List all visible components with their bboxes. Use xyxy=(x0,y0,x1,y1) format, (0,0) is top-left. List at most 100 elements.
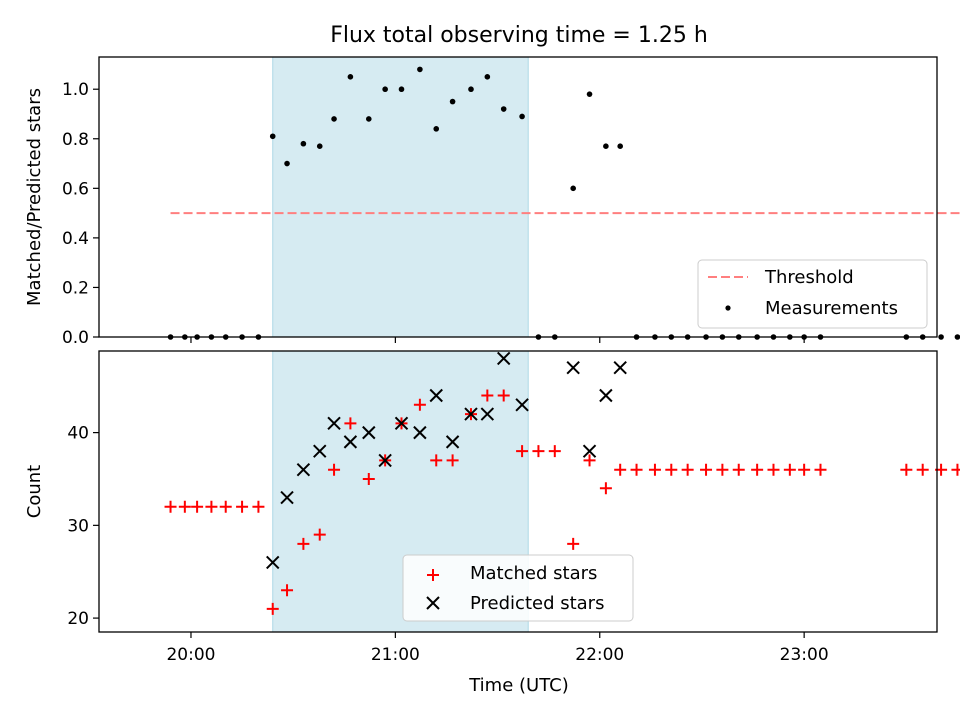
measurement-point xyxy=(269,133,276,140)
y-tick-label: 40 xyxy=(67,424,89,444)
ratio-y-label: Matched/Predicted stars xyxy=(24,88,45,306)
matched-star-point xyxy=(178,500,191,513)
measurement-point xyxy=(347,74,354,80)
matched-star-point xyxy=(297,537,310,550)
predicted-star-point xyxy=(296,462,311,477)
x-axis-label: Time (UTC) xyxy=(468,675,569,696)
predicted-star-point xyxy=(343,435,358,449)
measurement-point xyxy=(449,98,456,105)
matched-star-point xyxy=(751,463,764,476)
legend-matched-swatch xyxy=(427,569,439,581)
matched-star-point xyxy=(516,445,529,458)
predicted-star-point xyxy=(413,425,427,440)
predicted-star-point xyxy=(566,360,580,375)
legend-measurements-swatch xyxy=(725,305,731,311)
x-tick-label: 20:00 xyxy=(166,645,215,665)
matched-star-point xyxy=(481,389,494,402)
matched-star-point xyxy=(266,602,279,615)
predicted-star-point xyxy=(266,555,280,570)
ratio-legend-box xyxy=(697,259,928,329)
measurement-point xyxy=(603,143,609,150)
measurement-point xyxy=(484,74,491,80)
legend-predicted-swatch xyxy=(426,596,440,610)
measurement-point xyxy=(284,160,290,167)
measurement-point xyxy=(954,334,960,340)
matched-star-point xyxy=(362,472,375,485)
matched-star-point xyxy=(567,537,580,550)
matched-star-point xyxy=(252,500,265,513)
matched-star-point xyxy=(430,454,443,467)
predicted-star-point xyxy=(582,444,597,458)
counts-legend-box xyxy=(402,554,634,622)
predicted-star-point xyxy=(378,453,392,468)
predicted-star-point xyxy=(327,416,341,431)
y-tick-label: 0.2 xyxy=(62,278,89,298)
predicted-star-point xyxy=(394,416,409,431)
matched-star-point xyxy=(281,584,294,597)
matched-star-point xyxy=(219,500,232,513)
counts-axes-frame xyxy=(98,350,938,633)
matched-star-point xyxy=(236,500,249,513)
predicted-star-point xyxy=(445,435,460,449)
matched-star-point xyxy=(413,398,426,411)
predicted-star-point xyxy=(313,444,327,458)
matched-star-point xyxy=(532,445,545,458)
matched-star-point xyxy=(205,500,218,513)
ratio-panel: 0.0 0.2 0.4 0.6 0.8 1.0 Matched/Predicted sta… xyxy=(24,56,960,348)
predicted-star-point xyxy=(613,360,627,375)
y-tick-label: 20 xyxy=(67,609,89,629)
ratio-y-ticks: 0.0 0.2 0.4 0.6 0.8 1.0 xyxy=(62,80,99,348)
matched-star-point xyxy=(716,463,729,476)
matched-star-point xyxy=(446,454,459,467)
matched-star-point xyxy=(916,463,929,476)
legend-threshold-label: Threshold xyxy=(764,267,854,288)
matched-star-point xyxy=(583,454,596,467)
ratio-x-ticks xyxy=(190,337,805,343)
count-points xyxy=(164,351,960,615)
ratio-legend: Threshold Measurements xyxy=(697,259,928,329)
matched-star-point xyxy=(783,463,796,476)
matched-star-point xyxy=(497,389,510,402)
matched-star-point xyxy=(191,500,204,513)
matched-star-point xyxy=(732,463,745,476)
legend-measurements-label: Measurements xyxy=(765,298,898,319)
matched-star-point xyxy=(344,417,357,430)
legend-matched-label: Matched stars xyxy=(470,563,597,584)
measurement-point xyxy=(331,116,337,122)
chart-title: Flux total observing time = 1.25 h xyxy=(330,23,708,48)
ratio-axes-frame xyxy=(98,56,938,338)
matched-star-point xyxy=(548,445,561,458)
x-tick-label: 22:00 xyxy=(575,645,624,665)
x-tick-label: 23:00 xyxy=(780,645,829,665)
measurement-point xyxy=(365,116,372,122)
measurement-point xyxy=(417,66,423,73)
predicted-star-point xyxy=(496,351,511,366)
matched-star-point xyxy=(700,463,713,476)
measurement-point xyxy=(468,86,474,93)
counts-legend: Matched stars Predicted stars xyxy=(402,554,634,622)
matched-star-point xyxy=(648,463,661,476)
matched-star-point xyxy=(767,463,780,476)
y-tick-label: 0.8 xyxy=(62,130,89,150)
measurement-point xyxy=(938,334,944,340)
y-tick-label: 0.6 xyxy=(62,179,89,199)
matched-star-point xyxy=(328,463,341,476)
measurement-point xyxy=(570,185,576,192)
predicted-star-point xyxy=(362,425,376,440)
highlight-span xyxy=(272,56,529,338)
measurement-point xyxy=(617,143,623,150)
matched-star-point xyxy=(665,463,678,476)
measurement-point xyxy=(382,86,388,93)
measurement-point xyxy=(316,143,323,150)
y-tick-label: 0.4 xyxy=(62,229,89,249)
matched-star-point xyxy=(313,528,326,541)
matched-star-point xyxy=(681,463,694,476)
predicted-star-point xyxy=(480,407,495,421)
measurement-point xyxy=(586,91,593,97)
matched-star-point xyxy=(630,463,643,476)
y-tick-label: 30 xyxy=(67,516,89,536)
predicted-star-point xyxy=(599,388,613,403)
